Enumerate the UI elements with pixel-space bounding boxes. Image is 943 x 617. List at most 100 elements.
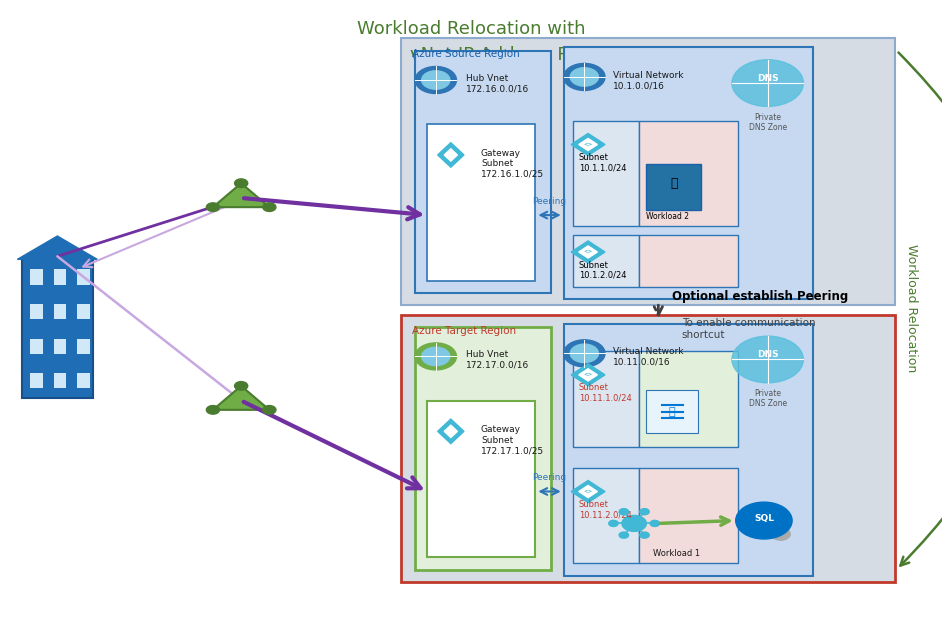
Bar [77,304,90,319]
Text: Gateway
Subnet
172.17.1.0/25: Gateway Subnet 172.17.1.0/25 [481,425,544,455]
Circle shape [571,344,599,363]
Circle shape [620,508,629,515]
Text: Change: Change [678,46,754,64]
Bar [54,270,66,284]
Bar [564,324,813,576]
Polygon shape [571,364,605,386]
Circle shape [235,179,248,188]
Bar [54,304,66,319]
Text: Subnet
10.1.2.0/24: Subnet 10.1.2.0/24 [579,260,626,280]
Bar [564,48,813,299]
Polygon shape [579,246,598,258]
Circle shape [263,203,276,212]
Polygon shape [579,486,598,498]
Bar [638,468,737,563]
Text: Gateway
Subnet
172.16.1.0/25: Gateway Subnet 172.16.1.0/25 [481,149,544,178]
Polygon shape [17,236,97,259]
Text: Private
DNS Zone: Private DNS Zone [749,389,786,408]
Text: Subnet
10.1.1.0/24: Subnet 10.1.1.0/24 [579,153,626,173]
Text: Workload 1: Workload 1 [653,550,700,558]
Circle shape [622,515,646,531]
Polygon shape [571,133,605,155]
Circle shape [422,71,450,89]
Text: DNS: DNS [757,73,779,83]
Bar [77,373,90,388]
Text: ⬛: ⬛ [669,407,675,416]
Bar [638,235,737,287]
Text: vNet IP Address Range: vNet IP Address Range [410,46,620,64]
Bar [401,315,895,582]
Text: Workload Relocation: Workload Relocation [905,244,918,373]
Text: Private
DNS Zone: Private DNS Zone [749,112,786,132]
Circle shape [564,64,605,91]
Circle shape [736,502,792,539]
Bar [30,304,42,319]
Circle shape [620,532,629,538]
Circle shape [732,336,803,383]
Circle shape [639,508,649,515]
Bar [54,373,66,388]
Bar [573,468,638,563]
Text: SQL: SQL [753,513,774,523]
Text: <>: <> [584,372,593,378]
Text: Optional establish Peering: Optional establish Peering [672,290,849,303]
Circle shape [422,347,450,366]
Bar [573,235,638,287]
Bar [415,327,552,569]
Bar [638,121,737,226]
Text: <>: <> [584,249,593,254]
Bar [22,259,92,397]
Text: To enable communication
shortcut: To enable communication shortcut [682,318,816,339]
Polygon shape [438,419,464,444]
Bar [638,352,737,447]
Text: Peering: Peering [533,473,567,482]
Text: Workload Relocation with: Workload Relocation with [357,20,586,38]
Text: Subnet
10.11.2.0/24: Subnet 10.11.2.0/24 [579,500,632,520]
Bar [30,373,42,388]
Bar [30,270,42,284]
Text: Workload 2: Workload 2 [646,212,689,221]
Text: Subnet
10.11.1.0/24: Subnet 10.11.1.0/24 [579,383,632,403]
Circle shape [732,60,803,106]
Circle shape [771,528,790,540]
Bar [573,121,638,226]
Circle shape [415,67,456,94]
Polygon shape [444,149,457,161]
Bar [415,51,552,293]
Bar [30,339,42,354]
Text: Virtual Network
10.11.0.0/16: Virtual Network 10.11.0.0/16 [613,347,683,366]
Text: <>: <> [584,142,593,147]
Circle shape [650,520,659,526]
Polygon shape [579,369,598,381]
Circle shape [639,532,649,538]
Circle shape [564,340,605,367]
Circle shape [207,405,220,414]
Circle shape [263,405,276,414]
Circle shape [235,381,248,390]
Bar [401,38,895,305]
Text: DNS: DNS [757,350,779,359]
Text: Peering: Peering [533,197,567,206]
Bar [427,400,536,557]
Bar [77,270,90,284]
Bar [573,352,638,447]
Polygon shape [579,138,598,151]
Polygon shape [213,183,270,207]
Text: Virtual Network
10.1.0.0/16: Virtual Network 10.1.0.0/16 [613,71,683,90]
Text: Azure Target Region: Azure Target Region [412,326,517,336]
Circle shape [609,520,619,526]
Polygon shape [571,241,605,263]
Circle shape [571,68,599,86]
Bar [646,164,701,210]
Bar [646,390,698,433]
Text: Hub Vnet
172.16.0.0/16: Hub Vnet 172.16.0.0/16 [466,74,529,93]
Polygon shape [571,481,605,503]
Polygon shape [444,425,457,437]
Bar [54,339,66,354]
Text: Azure Source Region: Azure Source Region [412,49,520,59]
FancyArrowPatch shape [899,52,943,566]
Circle shape [415,343,456,370]
Polygon shape [213,386,270,410]
Text: 🐧: 🐧 [670,177,677,190]
Text: <>: <> [584,489,593,494]
